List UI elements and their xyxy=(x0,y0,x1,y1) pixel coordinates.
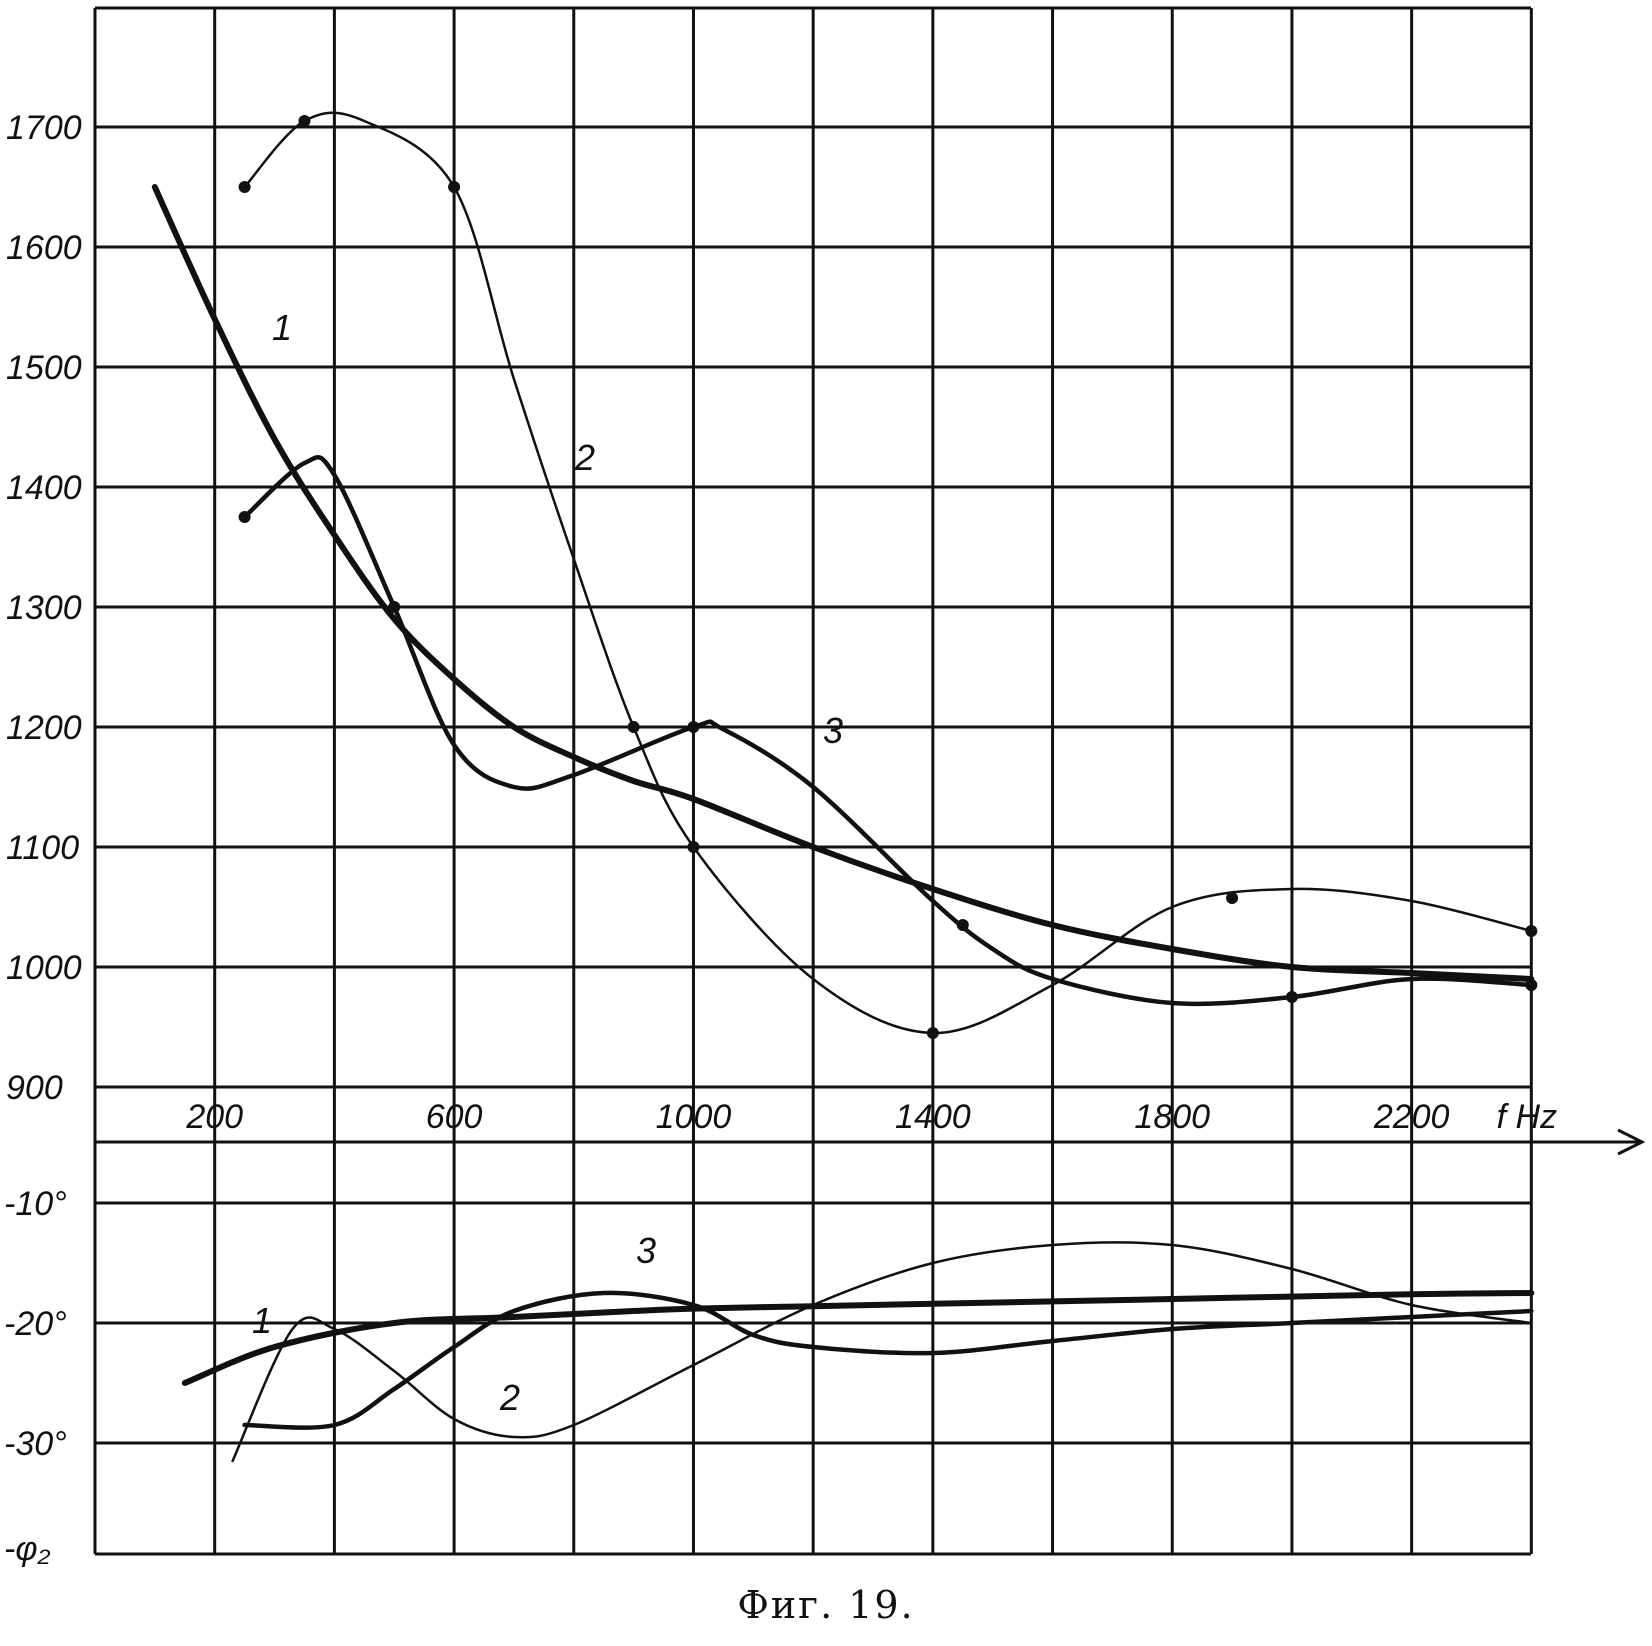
top-y-tick-label: 900 xyxy=(6,1069,63,1107)
chart-grid xyxy=(93,6,1533,1556)
top-y-tick-label: 1200 xyxy=(6,709,82,747)
series-line-1 xyxy=(151,184,1535,982)
figure-caption: Фиг. 19. xyxy=(737,1583,914,1627)
series-label-2: 2 xyxy=(499,1377,520,1418)
data-point-marker xyxy=(1285,991,1298,1003)
top-y-tick-label: 1600 xyxy=(6,229,82,267)
top-y-tick-label: 1100 xyxy=(6,829,79,867)
series-label-1: 1 xyxy=(252,1300,272,1341)
top-y-tick-labels: 1700 1600 1500 1400 1300 1200 1100 1000 900 xyxy=(6,109,82,1107)
bottom-y-tick-label: -φ₂ xyxy=(4,1530,51,1568)
series-line-2 xyxy=(231,1241,1533,1463)
series-line-3 xyxy=(242,1290,1534,1430)
x-unit-label: f Hz xyxy=(1497,1098,1557,1136)
data-point-marker xyxy=(687,841,700,853)
data-point-marker xyxy=(298,115,311,127)
data-point-marker xyxy=(238,181,251,193)
x-axis-arrow-icon xyxy=(1617,1128,1646,1156)
top-y-tick-label: 1300 xyxy=(6,589,82,627)
chart-axes xyxy=(93,8,1646,1554)
series-label-3: 3 xyxy=(823,710,843,751)
bottom-y-tick-label: -20° xyxy=(4,1305,67,1343)
series-line-2 xyxy=(243,111,1533,1035)
data-point-marker xyxy=(448,181,461,193)
bottom-y-tick-label: -10° xyxy=(4,1185,67,1223)
series-label-2: 2 xyxy=(574,437,595,478)
data-point-marker xyxy=(1226,892,1239,904)
data-point-marker xyxy=(956,919,969,931)
bottom-y-tick-labels: -10° -20° -30° -φ₂ xyxy=(4,1185,67,1568)
top-y-tick-label: 1500 xyxy=(6,349,82,387)
bottom-panel-series: 1 2 3 xyxy=(181,1230,1535,1463)
data-point-marker xyxy=(1525,979,1538,991)
x-tick-label: 2200 xyxy=(1373,1098,1450,1136)
series-label-1: 1 xyxy=(272,307,292,348)
series-line-3 xyxy=(242,455,1534,1007)
x-tick-label: 600 xyxy=(426,1098,483,1136)
data-point-marker xyxy=(1525,925,1538,937)
data-point-marker xyxy=(388,601,401,613)
data-point-marker xyxy=(926,1027,939,1039)
data-point-marker xyxy=(627,721,640,733)
x-tick-label: 1800 xyxy=(1134,1098,1210,1136)
x-tick-label: 200 xyxy=(185,1098,243,1136)
top-panel-series: 1 2 3 xyxy=(151,111,1538,1039)
top-y-tick-label: 1000 xyxy=(6,949,82,987)
bottom-y-tick-label: -30° xyxy=(4,1425,67,1463)
data-point-marker xyxy=(238,511,251,523)
top-y-tick-label: 1700 xyxy=(6,109,82,147)
x-tick-labels: 200 600 1000 1400 1800 2200 f Hz xyxy=(185,1098,1557,1136)
x-tick-label: 1000 xyxy=(656,1098,732,1136)
series-line-1 xyxy=(181,1290,1535,1386)
top-y-tick-label: 1400 xyxy=(6,469,82,507)
data-point-marker xyxy=(687,721,700,733)
x-tick-label: 1400 xyxy=(895,1098,971,1136)
series-label-3: 3 xyxy=(636,1230,656,1271)
